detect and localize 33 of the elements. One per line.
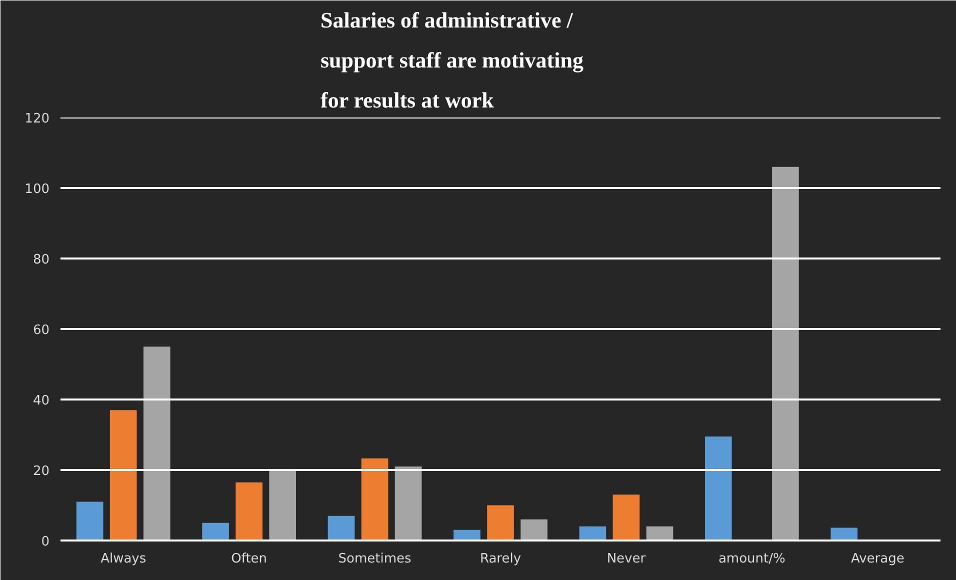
bar [202,522,229,540]
y-tick-label: 120 [24,112,50,126]
bar [328,516,355,540]
bar [143,346,170,540]
chart-title: Salaries of administrative / support staff are motivating for results at work [320,8,584,112]
bar [646,526,674,540]
y-tick-label: 100 [24,182,50,197]
y-tick-label: 20 [32,464,50,479]
y-tick-label: 60 [32,323,50,338]
y-tick-label: 0 [41,534,50,550]
bar [361,458,388,540]
y-tick-label: 40 [32,394,50,408]
bar [520,519,548,540]
bar [454,530,480,540]
x-tick-label: amount/% [718,552,786,566]
bar [394,466,422,540]
bar [269,470,296,540]
bar [579,526,606,540]
bar [830,528,858,540]
bar [487,505,514,540]
x-tick-label: Average [850,552,904,566]
x-tick-label: Always [100,552,146,566]
bar [236,482,262,540]
x-tick-label: Sometimes [338,552,412,566]
x-tick-label: Never [606,552,646,566]
y-tick-label: 80 [32,252,50,268]
bar [110,410,137,540]
bar [612,494,640,540]
bar [772,166,799,540]
x-tick-label: Often [231,552,268,566]
bar [704,436,732,540]
x-tick-label: Rarely [480,552,522,566]
bar [76,502,104,540]
